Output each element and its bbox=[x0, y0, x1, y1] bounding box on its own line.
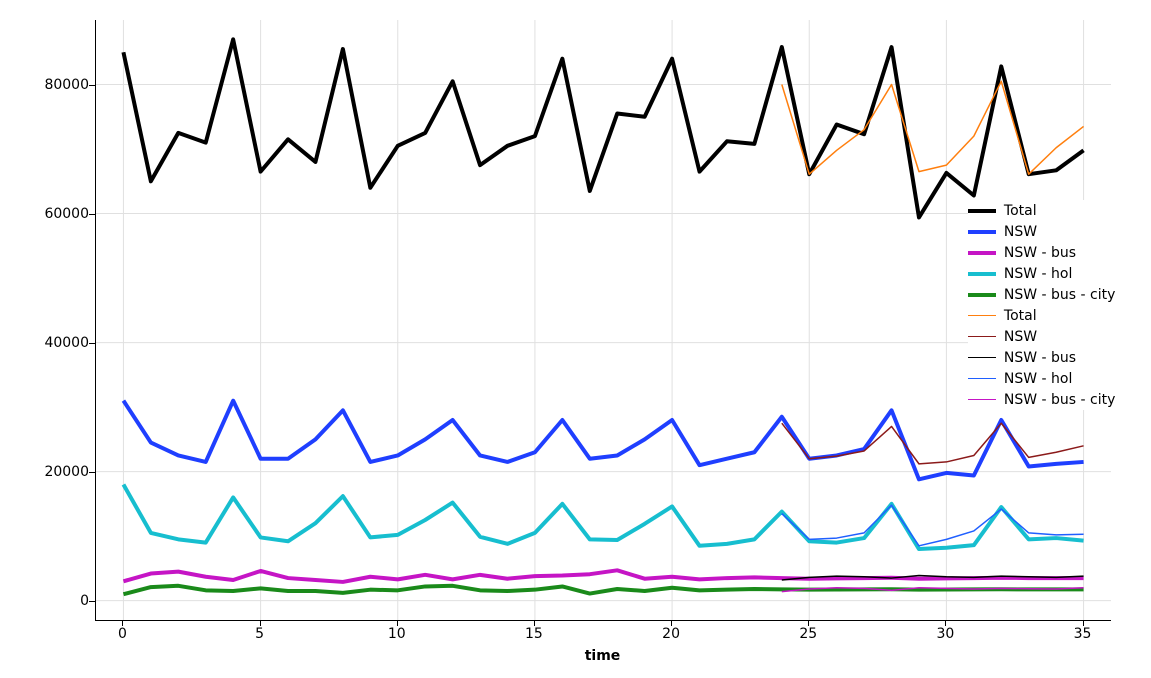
legend-label: NSW - hol bbox=[1004, 266, 1072, 282]
legend: Total NSW NSW - bus NSW - hol NSW - bus - ci… bbox=[968, 200, 1116, 410]
ytick-label: 80000 bbox=[44, 77, 89, 93]
series-NSW - hol bbox=[123, 485, 1083, 550]
legend-item: NSW - bus - city bbox=[968, 389, 1116, 410]
series-Total bbox=[123, 39, 1083, 217]
xtick-label: 20 bbox=[662, 626, 680, 642]
ytick-label: 20000 bbox=[44, 464, 89, 480]
ytick-label: 0 bbox=[80, 593, 89, 609]
legend-item: NSW bbox=[968, 221, 1116, 242]
legend-label: Total bbox=[1004, 308, 1037, 324]
ytick-label: 40000 bbox=[44, 335, 89, 351]
xtick-label: 30 bbox=[936, 626, 954, 642]
series-NSW - bus - city bbox=[123, 586, 1083, 594]
legend-item: NSW bbox=[968, 326, 1116, 347]
legend-label: NSW - bus bbox=[1004, 350, 1076, 366]
legend-item: Total bbox=[968, 305, 1116, 326]
legend-item: NSW - bus bbox=[968, 347, 1116, 368]
series-lines bbox=[123, 39, 1083, 594]
legend-label: NSW - hol bbox=[1004, 371, 1072, 387]
plot-area bbox=[95, 20, 1111, 621]
line-chart: time Total NSW NSW - bus NSW - hol NSW - bus… bbox=[0, 0, 1151, 678]
series-Total-f bbox=[782, 81, 1084, 174]
legend-label: NSW - bus - city bbox=[1004, 392, 1116, 408]
legend-item: NSW - hol bbox=[968, 368, 1116, 389]
xtick-label: 5 bbox=[255, 626, 264, 642]
legend-item: NSW - bus - city bbox=[968, 284, 1116, 305]
legend-item: NSW - hol bbox=[968, 263, 1116, 284]
x-axis-label: time bbox=[95, 648, 1110, 664]
legend-label: NSW - bus bbox=[1004, 245, 1076, 261]
legend-label: NSW bbox=[1004, 329, 1037, 345]
xtick-label: 0 bbox=[118, 626, 127, 642]
legend-label: Total bbox=[1004, 203, 1037, 219]
series-NSW-f bbox=[782, 423, 1084, 464]
series-NSW bbox=[123, 401, 1083, 480]
legend-item: Total bbox=[968, 200, 1116, 221]
xtick-label: 35 bbox=[1074, 626, 1092, 642]
xtick-label: 15 bbox=[525, 626, 543, 642]
legend-label: NSW - bus - city bbox=[1004, 287, 1116, 303]
legend-label: NSW bbox=[1004, 224, 1037, 240]
legend-item: NSW - bus bbox=[968, 242, 1116, 263]
xtick-label: 10 bbox=[388, 626, 406, 642]
ytick-label: 60000 bbox=[44, 206, 89, 222]
xtick-label: 25 bbox=[799, 626, 817, 642]
